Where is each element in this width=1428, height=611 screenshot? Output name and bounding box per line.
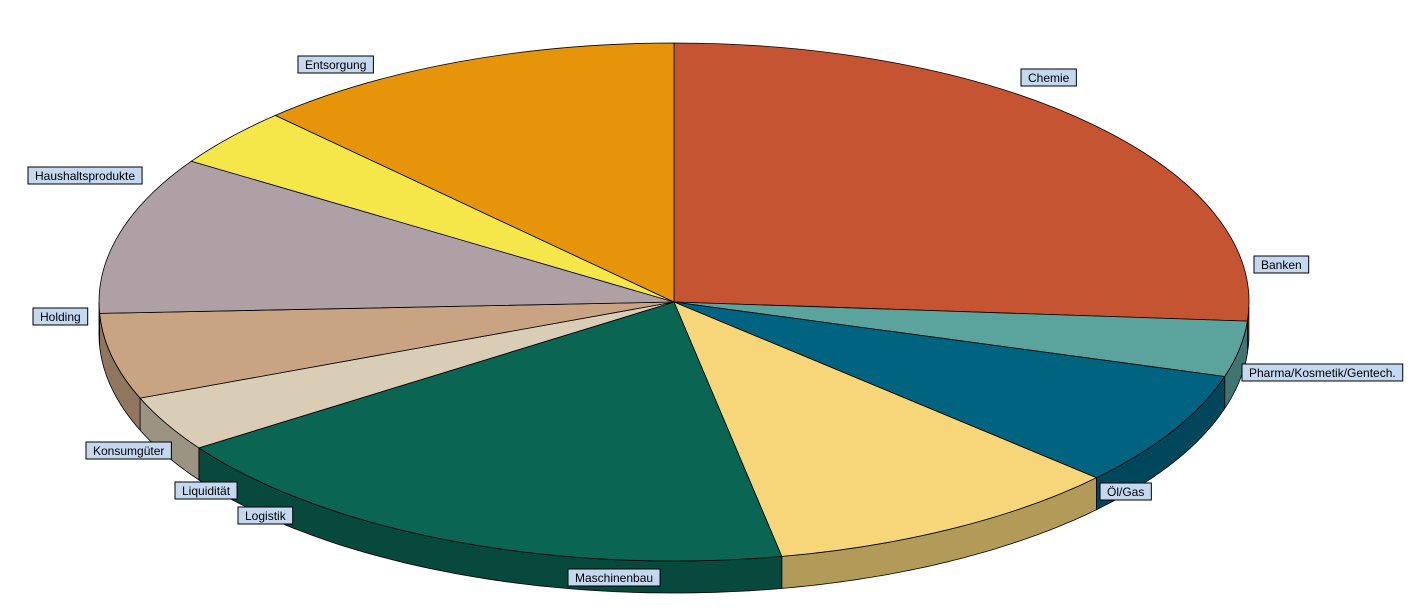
data-label-box: [85, 441, 172, 460]
pie-slice-konsumgueter: [99, 301, 675, 399]
pie-slice-maschinenbau: [197, 301, 783, 562]
data-label-maschinenbau: Maschinenbau: [567, 568, 661, 587]
data-label-chemie: Chemie: [1020, 68, 1077, 87]
data-label-pharma-kosmetik-gentech: Pharma/Kosmetik/Gentech.: [1241, 363, 1404, 382]
data-label-box: [1099, 482, 1152, 501]
pie-slice-holding: [98, 160, 675, 314]
data-label-box: [237, 506, 294, 525]
data-label-holding: Holding: [32, 307, 89, 326]
pie-slice-entsorgung: [274, 42, 675, 303]
data-label-haushaltsprodukte: Haushaltsprodukte: [27, 166, 143, 185]
data-label-text: Liquidität: [182, 484, 231, 498]
data-label-text: Logistik: [245, 509, 287, 523]
data-label-box: [1020, 68, 1077, 87]
data-label-oel-gas: Öl/Gas: [1099, 482, 1152, 501]
data-label-liquiditaet: Liquidität: [174, 481, 238, 500]
data-label-text: Öl/Gas: [1107, 485, 1144, 499]
data-label-konsumgueter: Konsumgüter: [85, 441, 172, 460]
data-label-text: Konsumgüter: [93, 444, 164, 458]
data-label-entsorgung: Entsorgung: [297, 55, 374, 74]
data-label-box: [1241, 363, 1404, 382]
data-label-text: Haushaltsprodukte: [35, 169, 135, 183]
pie-slice-pharma-kosmetik-gentech: [673, 301, 1226, 479]
data-label-text: Banken: [1261, 258, 1302, 272]
data-label-box: [1253, 255, 1310, 274]
data-label-text: Pharma/Kosmetik/Gentech.: [1249, 366, 1396, 380]
data-label-box: [174, 481, 238, 500]
data-label-logistik: Logistik: [237, 506, 294, 525]
pie-slice-oel-gas: [673, 301, 1098, 557]
data-label-box: [297, 55, 374, 74]
data-label-box: [567, 568, 661, 587]
data-label-text: Maschinenbau: [575, 571, 653, 585]
data-label-text: Entsorgung: [305, 58, 366, 72]
data-label-text: Chemie: [1028, 71, 1070, 85]
data-label-box: [27, 166, 143, 185]
data-label-banken: Banken: [1253, 255, 1310, 274]
pie-slice-chemie: [673, 42, 1250, 322]
pie-labels: Chemie Banken Pharma/Kosmetik/Gentech. Öl/G…: [27, 55, 1404, 587]
data-label-text: Holding: [40, 310, 81, 324]
data-label-box: [32, 307, 89, 326]
pie-slices: [98, 42, 1250, 562]
